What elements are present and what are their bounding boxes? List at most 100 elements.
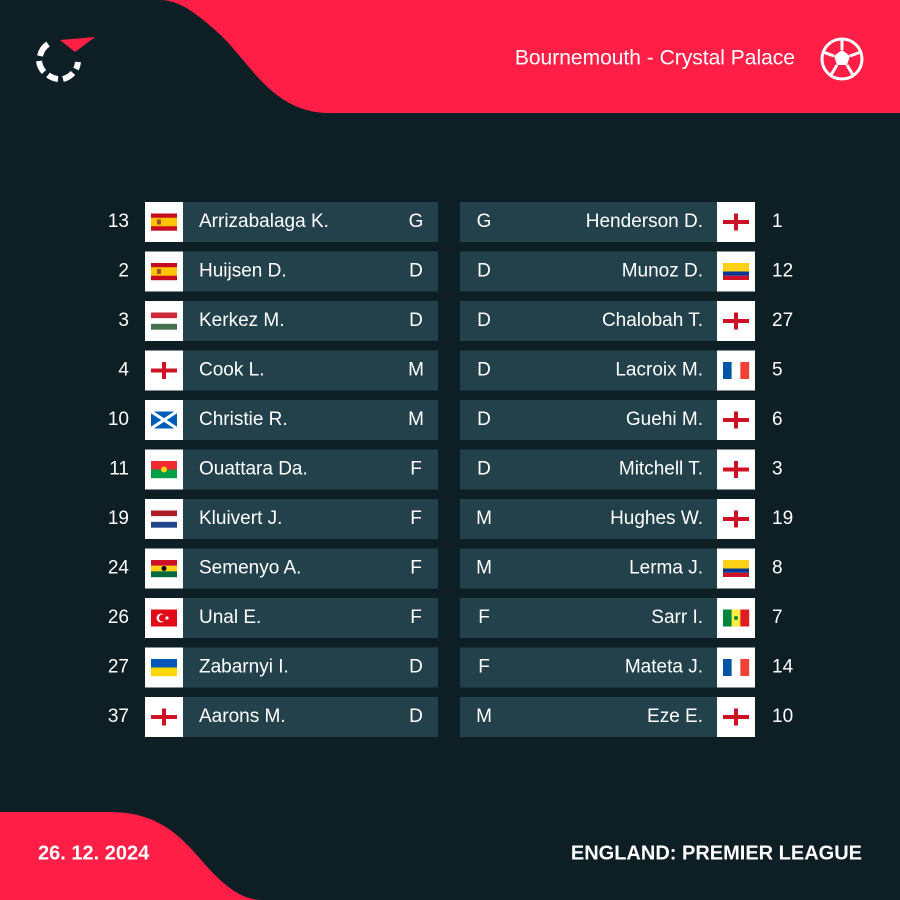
player-name: Lacroix M. [615,360,703,381]
away-player-row: 10 Eze E. M [460,697,793,737]
player-position: F [410,607,422,628]
player-position: D [409,706,423,727]
player-name: Huijsen D. [199,261,287,282]
player-name: Mitchell T. [619,459,703,480]
flag-part [723,271,749,276]
flag-part [151,516,177,523]
flag-part [151,323,177,330]
home-player-row: 3 Kerkez M. D [118,301,438,341]
player-bar [460,251,717,292]
player-name: Sarr I. [651,607,703,628]
away-player-row: 14 Mateta J. F [460,647,794,688]
flag-part [165,616,169,620]
player-position: D [409,657,423,678]
flag-part [723,609,732,627]
flag-part [723,263,749,272]
flag-part [723,362,732,379]
footer-band [0,812,262,900]
flag-part [151,510,177,517]
player-name: Chalobah T. [602,310,703,331]
player-bar [183,301,438,341]
home-player-row: 13 Arrizabalaga K. G [108,202,438,242]
player-bar [460,301,717,341]
flag-part [151,217,177,223]
player-number: 7 [772,607,783,628]
flag-part [151,312,177,319]
ball-icon [820,37,864,81]
player-position: D [477,310,491,331]
player-name: Christie R. [199,409,288,430]
competition: ENGLAND: PREMIER LEAGUE [571,842,862,864]
flag-part [150,410,178,430]
flag-part [723,418,749,422]
player-number: 19 [108,508,129,529]
flag-part [723,659,732,676]
flag-part [723,467,749,472]
away-player-row: 1 Henderson D. G [460,202,783,242]
flag-part [723,560,749,569]
player-bar [460,202,717,242]
player-name: Aarons M. [199,706,286,727]
flag-part [157,269,161,274]
home-player-row: 24 Semenyo A. F [108,548,438,589]
flag [151,659,177,677]
player-number: 6 [772,409,783,430]
player-bar [183,400,438,440]
player-position: F [478,657,490,678]
away-player-row: 5 Lacroix M. D [460,350,783,391]
player-bar [183,598,438,638]
flag-part [723,275,749,280]
flag-part [151,267,177,272]
away-player-row: 6 Guehi M. D [460,400,783,440]
flag [723,659,750,676]
flag [151,609,177,627]
away-player-row: 3 Mitchell T. D [460,449,783,490]
header-band [160,0,900,113]
player-position: D [477,459,491,480]
flag-part [740,659,750,676]
flag-part [151,461,177,470]
player-number: 13 [108,211,129,232]
home-player-row: 26 Unal E. F [108,598,438,638]
player-number: 8 [772,558,783,579]
flag-part [161,466,167,473]
flag [723,312,749,330]
player-bar [183,350,438,391]
flag-part [158,614,167,622]
player-name: Eze E. [647,706,703,727]
player-number: 4 [118,360,129,381]
flag-part [151,213,177,218]
player-number: 10 [108,409,129,430]
player-position: D [409,310,423,331]
player-number: 5 [772,360,783,381]
flag-part [151,271,177,276]
logo-wing [60,37,95,52]
player-number: 2 [118,261,129,282]
player-name: Henderson D. [586,211,703,232]
logo [36,37,95,82]
home-player-row: 19 Kluivert J. F [108,499,438,539]
flag [151,312,177,330]
flag [723,213,749,231]
flag [723,609,750,627]
player-number: 3 [118,310,129,331]
flag [150,410,178,430]
flag-part [740,609,750,627]
player-number: 24 [108,558,130,579]
flag [723,510,749,528]
player-number: 27 [108,657,129,678]
flag-part [151,318,177,325]
away-player-row: 19 Hughes W. M [460,499,793,539]
home-player-row: 37 Aarons M. D [108,697,438,737]
player-position: F [478,607,490,628]
player-bar [460,499,717,539]
lineups: 13 Arrizabalaga K. G2 Huijsen D. D3 Kerkez M.… [108,202,794,737]
flag-part [151,571,177,578]
player-name: Mateta J. [625,657,703,678]
match-title: Bournemouth - Crystal Palace [515,47,795,70]
player-bar [460,697,717,737]
flag-part [151,667,177,677]
player-position: D [477,261,491,282]
player-bar [460,598,717,638]
